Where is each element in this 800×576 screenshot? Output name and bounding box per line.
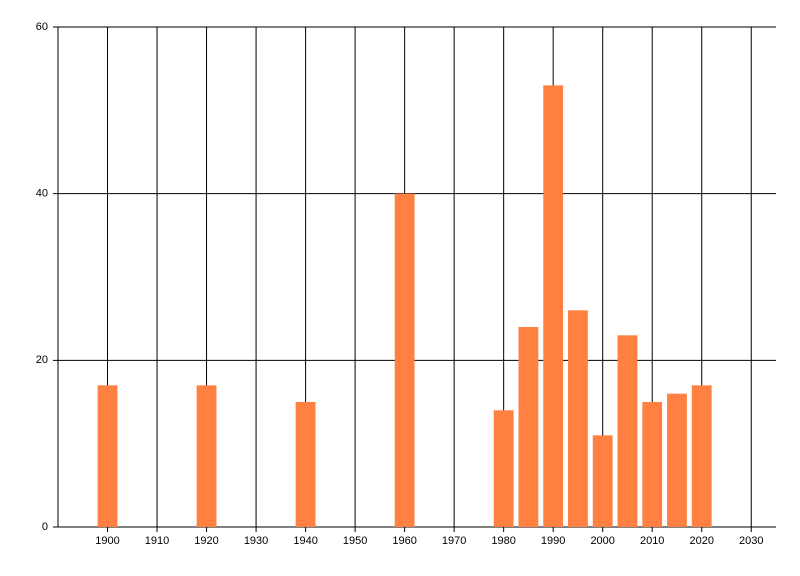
x-tick-label: 2000 xyxy=(590,535,614,547)
bar xyxy=(642,402,663,527)
bar xyxy=(543,85,564,527)
x-tick-label: 2010 xyxy=(640,535,664,547)
bar xyxy=(295,402,316,527)
x-tick-label: 1940 xyxy=(293,535,317,547)
y-tick-label: 20 xyxy=(36,354,48,366)
y-tick-label: 0 xyxy=(42,521,48,533)
x-tick-label: 1960 xyxy=(392,535,416,547)
x-tick-label: 1980 xyxy=(491,535,515,547)
x-tick-label: 1920 xyxy=(194,535,218,547)
bar xyxy=(493,410,514,527)
y-tick-label: 60 xyxy=(36,21,48,33)
x-tick-label: 1950 xyxy=(343,535,367,547)
bar xyxy=(518,327,539,527)
x-tick-label: 1910 xyxy=(145,535,169,547)
bar xyxy=(568,310,588,527)
bar xyxy=(97,385,118,527)
x-tick-label: 1900 xyxy=(95,535,119,547)
bar xyxy=(667,393,687,527)
x-tick-label: 1970 xyxy=(442,535,466,547)
bar xyxy=(394,193,415,527)
x-tick-label: 2020 xyxy=(689,535,713,547)
bar xyxy=(617,335,638,527)
y-tick-label: 40 xyxy=(36,188,48,200)
bar xyxy=(592,435,613,527)
bar xyxy=(691,385,712,527)
bar xyxy=(196,385,217,527)
x-tick-label: 1990 xyxy=(541,535,565,547)
x-tick-label: 1930 xyxy=(244,535,268,547)
x-tick-label: 2030 xyxy=(739,535,763,547)
